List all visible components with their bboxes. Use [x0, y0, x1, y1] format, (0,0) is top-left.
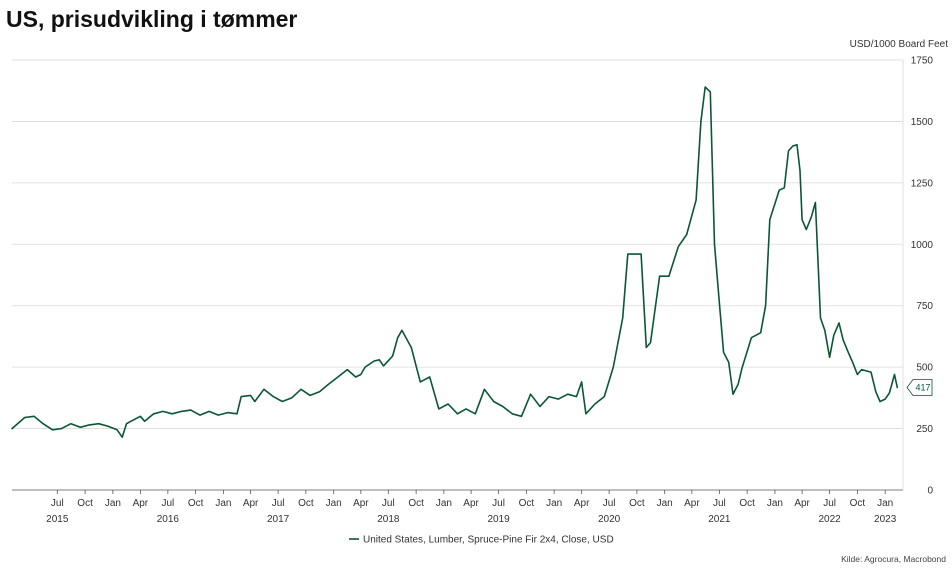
year-label: 2015	[46, 514, 69, 525]
x-tick-label: Jan	[105, 498, 121, 509]
year-label: 2023	[874, 514, 897, 525]
x-tick-label: Oct	[850, 498, 866, 509]
x-tick-label: Jan	[877, 498, 893, 509]
x-tick-label: Oct	[298, 498, 314, 509]
x-tick-label: Jan	[436, 498, 452, 509]
x-tick-label: Jul	[823, 498, 836, 509]
x-tick-label: Jul	[51, 498, 64, 509]
x-axis: Jul Oct Jan Apr Jul Oct Jan Apr Jul Oct Jan Apr Jul O…	[46, 490, 897, 525]
y-tick-label: 1000	[911, 240, 934, 251]
x-tick-label: Jul	[382, 498, 395, 509]
x-tick-label: Apr	[463, 498, 479, 509]
y-tick-label: 1250	[911, 178, 934, 189]
last-value-text: 417	[915, 383, 930, 393]
last-value-label: 417	[906, 379, 933, 396]
year-label: 2018	[377, 514, 400, 525]
y-tick-label: 1750	[911, 56, 934, 67]
year-label: 2016	[157, 514, 180, 525]
y-axis: 0 250 500 750 1000 1250 1500 1750	[902, 56, 934, 497]
y-tick-label: 1500	[911, 117, 934, 128]
year-label: 2017	[267, 514, 290, 525]
year-label: 2022	[818, 514, 841, 525]
x-tick-label: Apr	[794, 498, 810, 509]
legend: United States, Lumber, Spruce-Pine Fir 2…	[349, 535, 614, 546]
x-tick-label: Oct	[408, 498, 424, 509]
x-tick-label: Oct	[77, 498, 93, 509]
x-tick-label: Jan	[767, 498, 783, 509]
x-tick-label: Oct	[519, 498, 535, 509]
year-label: 2019	[487, 514, 510, 525]
y-tick-label: 0	[927, 486, 933, 497]
x-tick-label: Apr	[684, 498, 700, 509]
series-line	[11, 86, 899, 438]
x-tick-label: Jan	[215, 498, 231, 509]
x-tick-label: Jan	[546, 498, 562, 509]
x-tick-label: Jul	[603, 498, 616, 509]
x-tick-label: Apr	[353, 498, 369, 509]
x-tick-label: Jul	[713, 498, 726, 509]
x-tick-label: Jan	[326, 498, 342, 509]
year-label: 2020	[598, 514, 621, 525]
x-tick-label: Oct	[739, 498, 755, 509]
gridlines	[12, 59, 903, 491]
x-tick-label: Oct	[629, 498, 645, 509]
year-label: 2021	[708, 514, 731, 525]
y-tick-label: 500	[916, 363, 933, 374]
y-axis-label: USD/1000 Board Feet	[850, 39, 949, 50]
x-tick-label: Oct	[188, 498, 204, 509]
x-tick-label: Apr	[133, 498, 149, 509]
x-tick-label: Jul	[492, 498, 505, 509]
source-note: Kilde: Agrocura, Macrobond	[841, 554, 946, 564]
y-tick-label: 750	[916, 301, 933, 312]
y-tick-label: 250	[916, 424, 933, 435]
x-tick-label: Jul	[161, 498, 174, 509]
last-value-box	[906, 379, 933, 396]
x-tick-label: Apr	[574, 498, 590, 509]
x-tick-label: Jan	[657, 498, 673, 509]
x-tick-label: Jul	[272, 498, 285, 509]
x-tick-label: Apr	[243, 498, 259, 509]
chart-title: US, prisudvikling i tømmer	[6, 6, 298, 32]
legend-label: United States, Lumber, Spruce-Pine Fir 2…	[363, 535, 614, 546]
